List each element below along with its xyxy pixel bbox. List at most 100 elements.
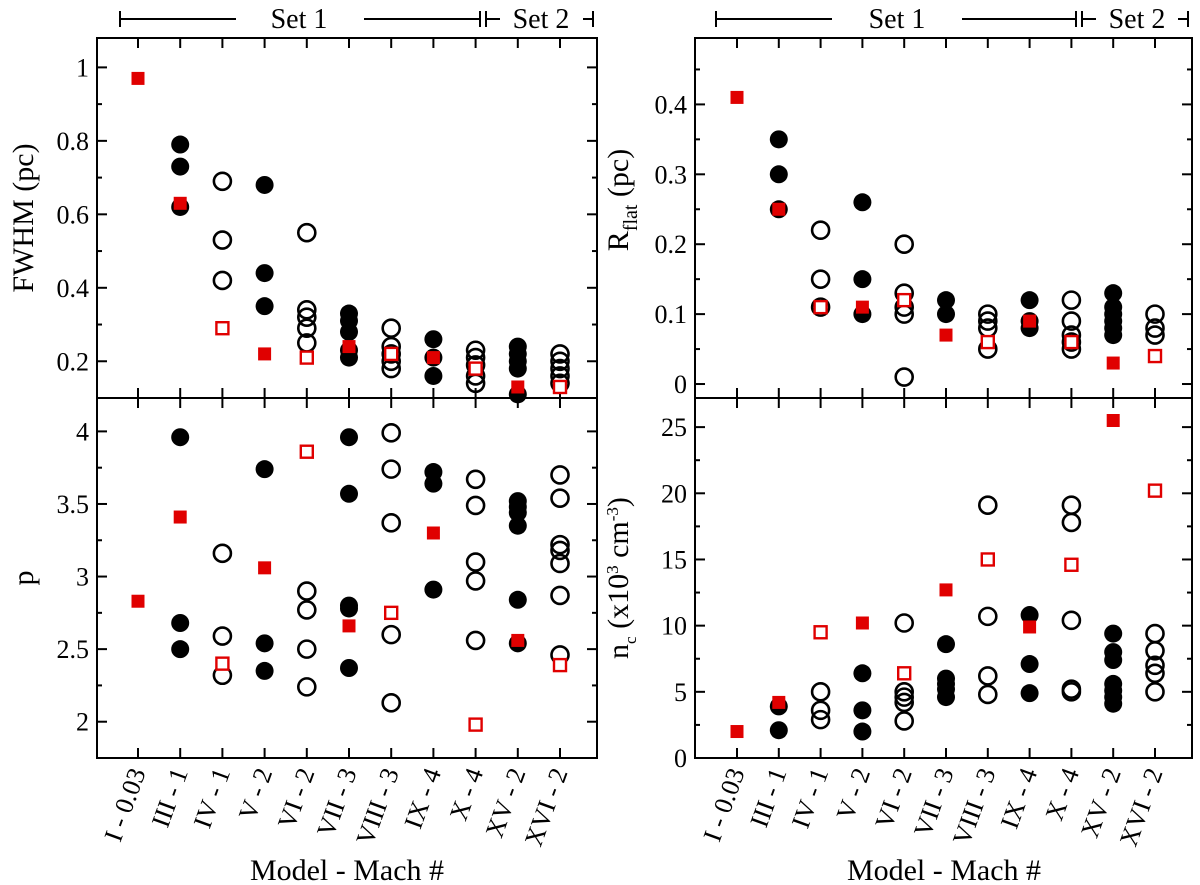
data-point-filled-square bbox=[855, 616, 869, 630]
data-point-open-circle bbox=[465, 495, 486, 516]
data-point-open-square bbox=[813, 299, 828, 315]
data-point-open-circle bbox=[1145, 663, 1165, 684]
data-point-filled-circle bbox=[255, 634, 274, 653]
data-point-filled-circle bbox=[937, 635, 955, 654]
data-point-filled-circle bbox=[340, 348, 358, 367]
data-point-open-circle bbox=[894, 687, 915, 707]
x-category-label: IV - 1 bbox=[786, 764, 834, 832]
data-point-open-circle bbox=[465, 571, 486, 591]
data-point-open-square bbox=[813, 625, 828, 640]
data-point-filled-circle bbox=[1104, 624, 1123, 643]
y-tick-label: 0 bbox=[674, 370, 687, 399]
data-point-filled-circle bbox=[508, 503, 527, 522]
y-tick-label: 4 bbox=[76, 417, 89, 446]
data-point-filled-circle bbox=[255, 264, 274, 283]
data-point-filled-circle bbox=[255, 661, 274, 680]
data-point-open-circle bbox=[1145, 682, 1165, 702]
data-point-open-circle bbox=[296, 600, 317, 620]
y-title-nc-part2: cm bbox=[602, 521, 635, 565]
data-point-filled-circle bbox=[1104, 651, 1123, 670]
x-category-label: I - 0.03 bbox=[697, 764, 750, 845]
data-point-filled-circle bbox=[508, 516, 527, 535]
data-point-filled-square bbox=[855, 300, 869, 314]
y-title-nc-sup2: -3 bbox=[603, 507, 622, 521]
data-point-filled-circle bbox=[1104, 326, 1123, 345]
y-title-nc-sup1: 3 bbox=[603, 565, 622, 574]
data-point-filled-circle bbox=[769, 721, 788, 740]
data-point-open-square bbox=[299, 350, 314, 365]
data-point-filled-circle bbox=[937, 688, 955, 707]
y-tick-label: 0.2 bbox=[655, 230, 688, 259]
data-point-open-square bbox=[384, 605, 399, 621]
data-point-filled-square bbox=[1106, 356, 1120, 370]
data-point-filled-circle bbox=[853, 270, 872, 289]
y-tick-label: 0 bbox=[674, 744, 687, 773]
data-point-filled-square bbox=[173, 510, 187, 524]
data-point-filled-circle bbox=[1020, 684, 1039, 703]
data-point-filled-square bbox=[939, 328, 953, 342]
panel-bottom-left-frame bbox=[96, 397, 598, 759]
data-point-filled-square bbox=[1023, 314, 1037, 328]
data-point-filled-circle bbox=[1104, 284, 1123, 303]
y-tick-label: 3 bbox=[76, 563, 89, 592]
data-point-open-square bbox=[384, 346, 399, 362]
data-point-open-circle bbox=[1061, 512, 1082, 533]
y-title-nc: nc (x103 cm-3) bbox=[602, 497, 640, 659]
data-point-filled-square bbox=[730, 90, 744, 104]
data-point-open-circle bbox=[212, 230, 233, 250]
data-point-open-circle bbox=[1061, 682, 1082, 702]
data-point-filled-circle bbox=[937, 291, 955, 310]
x-category-label: V - 2 bbox=[233, 764, 278, 824]
set1-label: Set 1 bbox=[869, 4, 926, 35]
data-point-open-circle bbox=[1061, 495, 1082, 516]
data-point-filled-circle bbox=[424, 474, 443, 493]
data-point-open-circle bbox=[894, 367, 915, 387]
y-tick-label: 25 bbox=[661, 413, 687, 442]
y-title-rflat: Rflat (pc) bbox=[602, 149, 642, 251]
data-point-filled-circle bbox=[1104, 694, 1123, 713]
data-point-open-square bbox=[1147, 483, 1163, 498]
data-point-filled-square bbox=[342, 619, 356, 633]
data-point-open-circle bbox=[550, 488, 570, 508]
data-point-open-circle bbox=[977, 684, 998, 705]
x-category-label: VI - 2 bbox=[272, 764, 320, 832]
data-point-filled-square bbox=[939, 583, 953, 597]
set1-label: Set 1 bbox=[271, 4, 328, 35]
data-point-open-circle bbox=[550, 465, 570, 485]
y-tick-label: 0.3 bbox=[655, 160, 688, 189]
panel-bottom-right-frame bbox=[694, 397, 1193, 759]
data-point-open-circle bbox=[550, 540, 570, 561]
data-point-open-circle bbox=[296, 677, 317, 697]
data-point-open-square bbox=[215, 321, 230, 336]
data-point-open-circle bbox=[550, 553, 570, 574]
set2-label: Set 2 bbox=[1109, 4, 1166, 35]
y-tick-label: 20 bbox=[661, 479, 687, 508]
data-point-filled-square bbox=[342, 340, 356, 354]
data-point-open-circle bbox=[296, 581, 317, 601]
x-category-label: III - 1 bbox=[744, 764, 792, 831]
data-point-filled-circle bbox=[340, 599, 358, 618]
data-point-open-square bbox=[1064, 557, 1079, 572]
data-point-filled-circle bbox=[255, 460, 274, 479]
y-title-nc-main: n bbox=[602, 644, 635, 659]
data-point-open-square bbox=[897, 292, 912, 308]
data-point-open-circle bbox=[810, 297, 831, 317]
data-point-open-circle bbox=[1061, 610, 1082, 631]
data-point-open-circle bbox=[550, 351, 570, 372]
data-point-open-circle bbox=[977, 304, 998, 324]
y-title-nc-sub: c bbox=[621, 636, 640, 644]
data-point-open-square bbox=[1064, 334, 1079, 350]
data-point-filled-circle bbox=[508, 359, 527, 378]
data-point-open-circle bbox=[296, 639, 317, 659]
y-title-rflat-unit: (pc) bbox=[602, 149, 635, 205]
data-point-open-circle bbox=[894, 682, 915, 702]
data-point-filled-square bbox=[730, 725, 744, 739]
data-point-open-circle bbox=[381, 513, 402, 533]
data-point-filled-square bbox=[772, 202, 786, 216]
set-bracket-left: Set 1 Set 2 bbox=[119, 4, 594, 35]
y-tick-label: 0.1 bbox=[655, 300, 688, 329]
x-category-label: IX - 4 bbox=[399, 764, 447, 832]
data-point-open-circle bbox=[977, 495, 998, 516]
data-point-open-circle bbox=[381, 318, 402, 339]
